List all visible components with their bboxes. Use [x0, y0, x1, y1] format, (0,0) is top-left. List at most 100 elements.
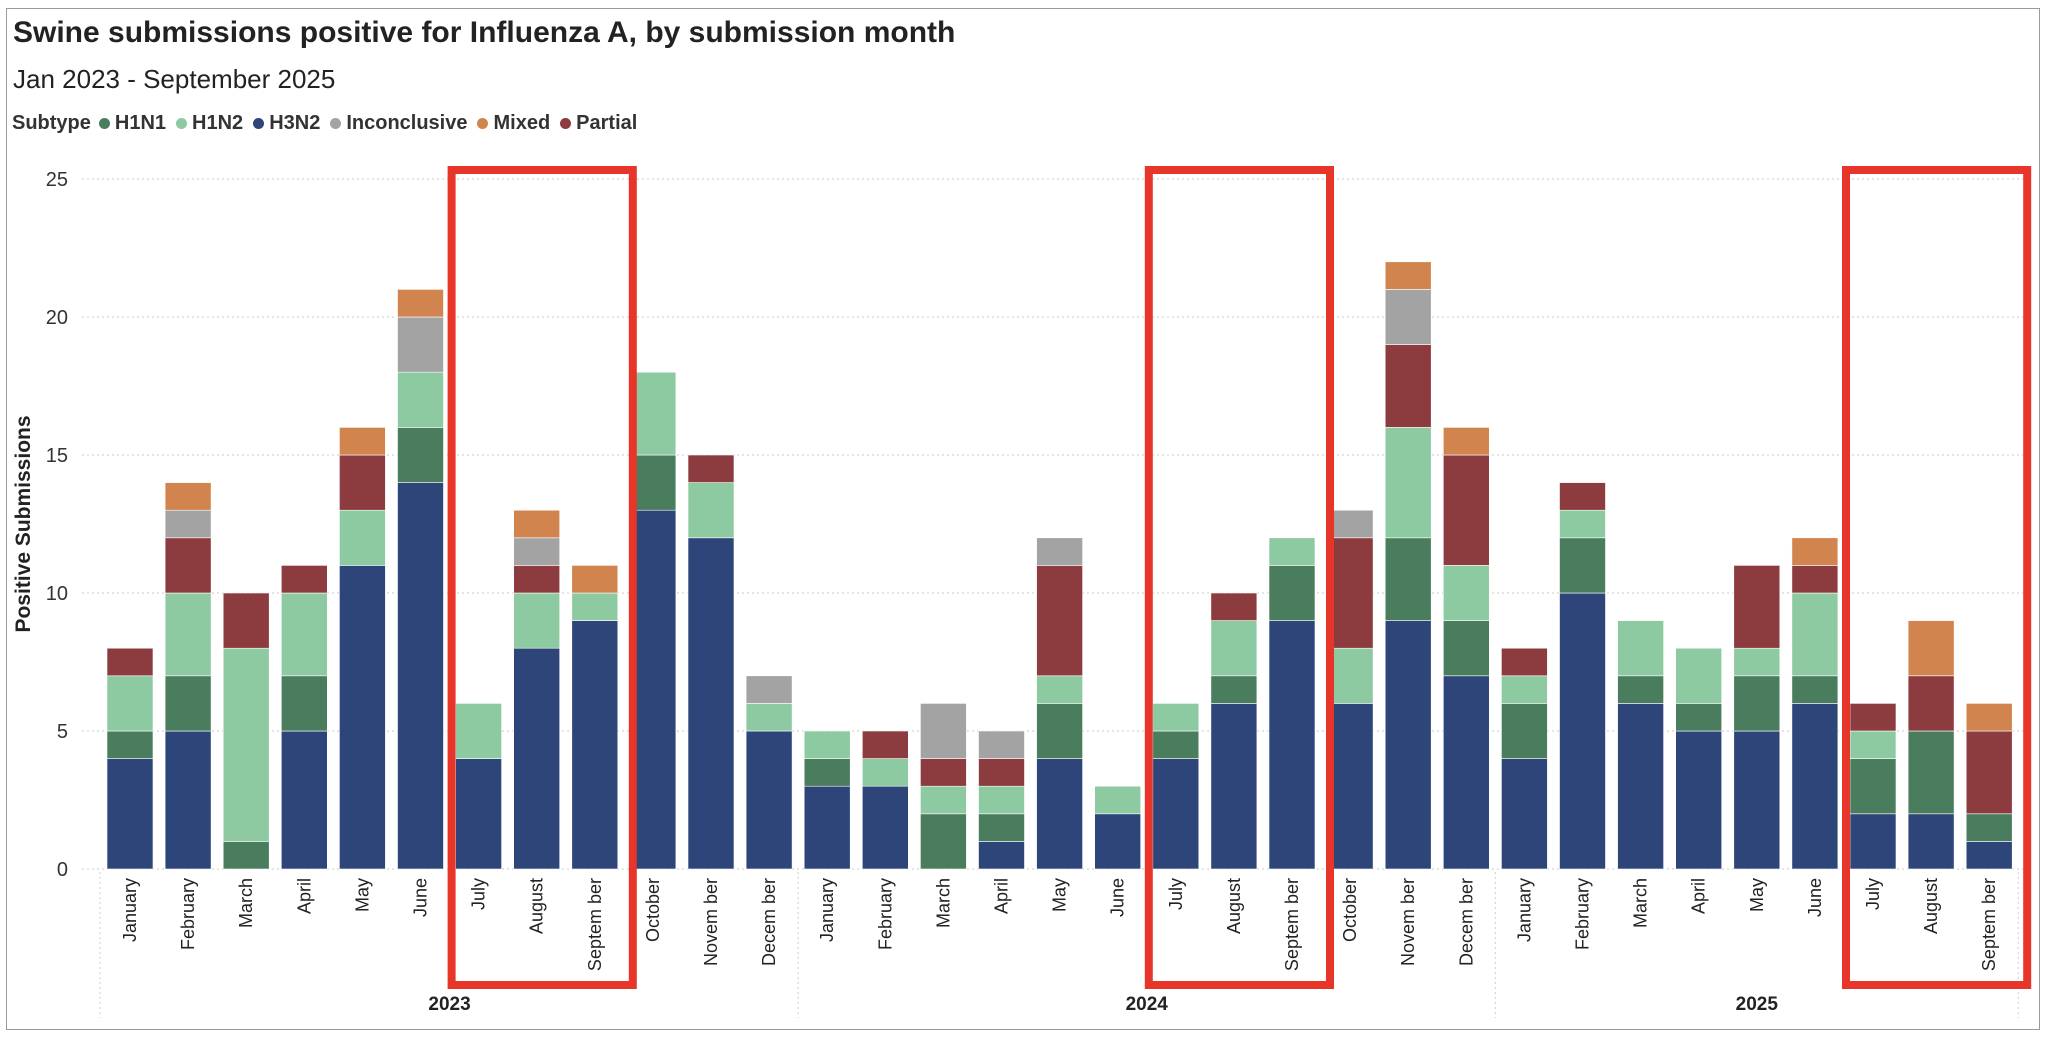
- bar-segment-h1n1: [978, 813, 1025, 842]
- bar-segment-h3n2: [687, 537, 735, 870]
- bar-segment-mixed: [1384, 261, 1432, 290]
- bar-segment-h1n2: [861, 758, 909, 787]
- bar-segment-h3n2: [571, 620, 619, 870]
- bar-segment-h1n2: [280, 592, 328, 677]
- bar-segment-h1n2: [1268, 537, 1316, 566]
- y-tick-label: 15: [46, 445, 68, 467]
- bar-segment-partial: [1733, 565, 1781, 649]
- bar-segment-partial: [1907, 675, 1955, 732]
- legend-entry-h3n2[interactable]: H3N2: [253, 112, 320, 135]
- bar-segment-mixed: [1791, 537, 1839, 566]
- x-tick-label: May: [1747, 878, 1767, 912]
- bar-segment-h3n2: [1965, 841, 2013, 870]
- bar-segment-h3n2: [629, 509, 677, 870]
- bar-segment-h3n2: [1443, 675, 1490, 870]
- chart-frame: [6, 8, 2040, 1030]
- legend-swatch-h3n2: [253, 118, 265, 129]
- legend-swatch-mixed: [477, 118, 489, 129]
- x-tick-label: June: [1108, 878, 1128, 917]
- bar-segment-mixed: [1443, 427, 1490, 456]
- bar-segment-h1n2: [1384, 427, 1432, 539]
- bar-segment-h3n2: [1907, 813, 1955, 870]
- bar-segment-partial: [106, 647, 154, 677]
- legend-label-h1n2: H1N2: [192, 112, 244, 134]
- bar-segment-h3n2: [280, 730, 328, 870]
- x-tick-label: August: [1921, 878, 1941, 934]
- bar-segment-h3n2: [1675, 730, 1722, 870]
- bar-segment-partial: [1210, 592, 1258, 621]
- bar-segment-h1n2: [571, 592, 619, 621]
- bar-segment-h3n2: [1791, 703, 1839, 870]
- bar-segment-partial: [1791, 565, 1839, 594]
- x-tick-label: August: [527, 878, 547, 934]
- bar-segment-partial: [339, 454, 386, 511]
- bar-segment-h1n1: [1384, 537, 1432, 621]
- bar-segment-h1n1: [1965, 813, 2013, 842]
- x-tick-label: July: [1166, 878, 1186, 910]
- bar-segment-h1n1: [397, 427, 444, 483]
- legend-label-partial: Partial: [576, 112, 638, 134]
- bar-segment-h1n1: [222, 841, 270, 870]
- x-tick-label: April: [992, 878, 1012, 914]
- bar-segment-partial: [1326, 537, 1374, 649]
- bar-segment-h1n2: [1326, 647, 1374, 704]
- bar-segment-inconclusive: [513, 537, 561, 566]
- x-tick-label: Septem ber: [1979, 878, 1999, 971]
- bar-segment-mixed: [397, 289, 444, 318]
- bar-segment-partial: [280, 565, 328, 594]
- bar-segment-h1n1: [1443, 620, 1490, 677]
- bar-segment-h3n2: [1036, 758, 1083, 870]
- legend-title: Subtype: [12, 112, 91, 134]
- legend-entry-inconclusive[interactable]: Inconclusive: [330, 112, 467, 135]
- legend-label-h1n1: H1N1: [114, 112, 167, 134]
- year-label: 2023: [428, 994, 470, 1015]
- legend: Subtype H1N1 H1N2 H3N2 Inconclusive Mixe…: [12, 112, 647, 135]
- x-tick-label: February: [1573, 878, 1593, 950]
- bar-segment-h1n2: [1617, 620, 1664, 677]
- bar-segment-h3n2: [745, 730, 793, 870]
- bar-segment-h1n2: [687, 482, 735, 539]
- bar-segment-h1n2: [920, 785, 967, 815]
- bar-segment-h1n2: [803, 730, 851, 759]
- bar-segment-h1n2: [1733, 647, 1781, 677]
- x-tick-label: April: [294, 878, 314, 914]
- bar-segment-h3n2: [1501, 758, 1548, 870]
- bar-segment-h3n2: [455, 758, 502, 870]
- legend-label-h3n2: H3N2: [269, 112, 321, 134]
- legend-label-inconclusive: Inconclusive: [346, 112, 468, 134]
- bar-segment-h1n1: [106, 730, 154, 759]
- bar-segment-partial: [1559, 482, 1606, 511]
- legend-entry-h1n1[interactable]: H1N1: [98, 112, 167, 135]
- bar-segment-h1n1: [1849, 758, 1897, 815]
- bar-segment-h1n1: [164, 675, 212, 732]
- bar-segment-h1n2: [745, 703, 793, 732]
- x-tick-label: Decem ber: [759, 878, 779, 966]
- legend-swatch-inconclusive: [330, 118, 342, 129]
- legend-swatch-h1n1: [98, 118, 110, 129]
- bar-segment-h3n2: [1849, 813, 1897, 870]
- bar-segment-h1n2: [1036, 675, 1083, 704]
- bar-segment-h1n2: [1675, 647, 1722, 704]
- x-tick-label: May: [352, 878, 372, 912]
- bar-segment-h1n2: [1791, 592, 1839, 677]
- bar-segment-h1n2: [339, 509, 386, 566]
- legend-label-mixed: Mixed: [493, 112, 551, 134]
- x-tick-label: October: [643, 878, 663, 942]
- x-tick-label: January: [1514, 878, 1534, 942]
- bar-segment-mixed: [571, 565, 619, 594]
- bar-segment-h3n2: [1559, 592, 1606, 870]
- legend-entry-partial[interactable]: Partial: [560, 112, 637, 135]
- legend-entry-mixed[interactable]: Mixed: [477, 112, 550, 135]
- bar-segment-h3n2: [978, 841, 1025, 870]
- chart-subtitle: Jan 2023 - September 2025: [13, 64, 336, 94]
- bar-segment-h1n1: [1675, 703, 1722, 732]
- legend-entry-h1n2[interactable]: H1N2: [176, 112, 243, 135]
- year-label: 2025: [1736, 994, 1779, 1015]
- bar-segment-partial: [1384, 344, 1432, 428]
- x-tick-label: July: [1863, 878, 1883, 910]
- x-tick-label: February: [875, 878, 895, 950]
- bar-segment-h1n1: [1268, 565, 1316, 621]
- x-tick-label: June: [411, 878, 431, 917]
- bar-segment-inconclusive: [1036, 537, 1083, 566]
